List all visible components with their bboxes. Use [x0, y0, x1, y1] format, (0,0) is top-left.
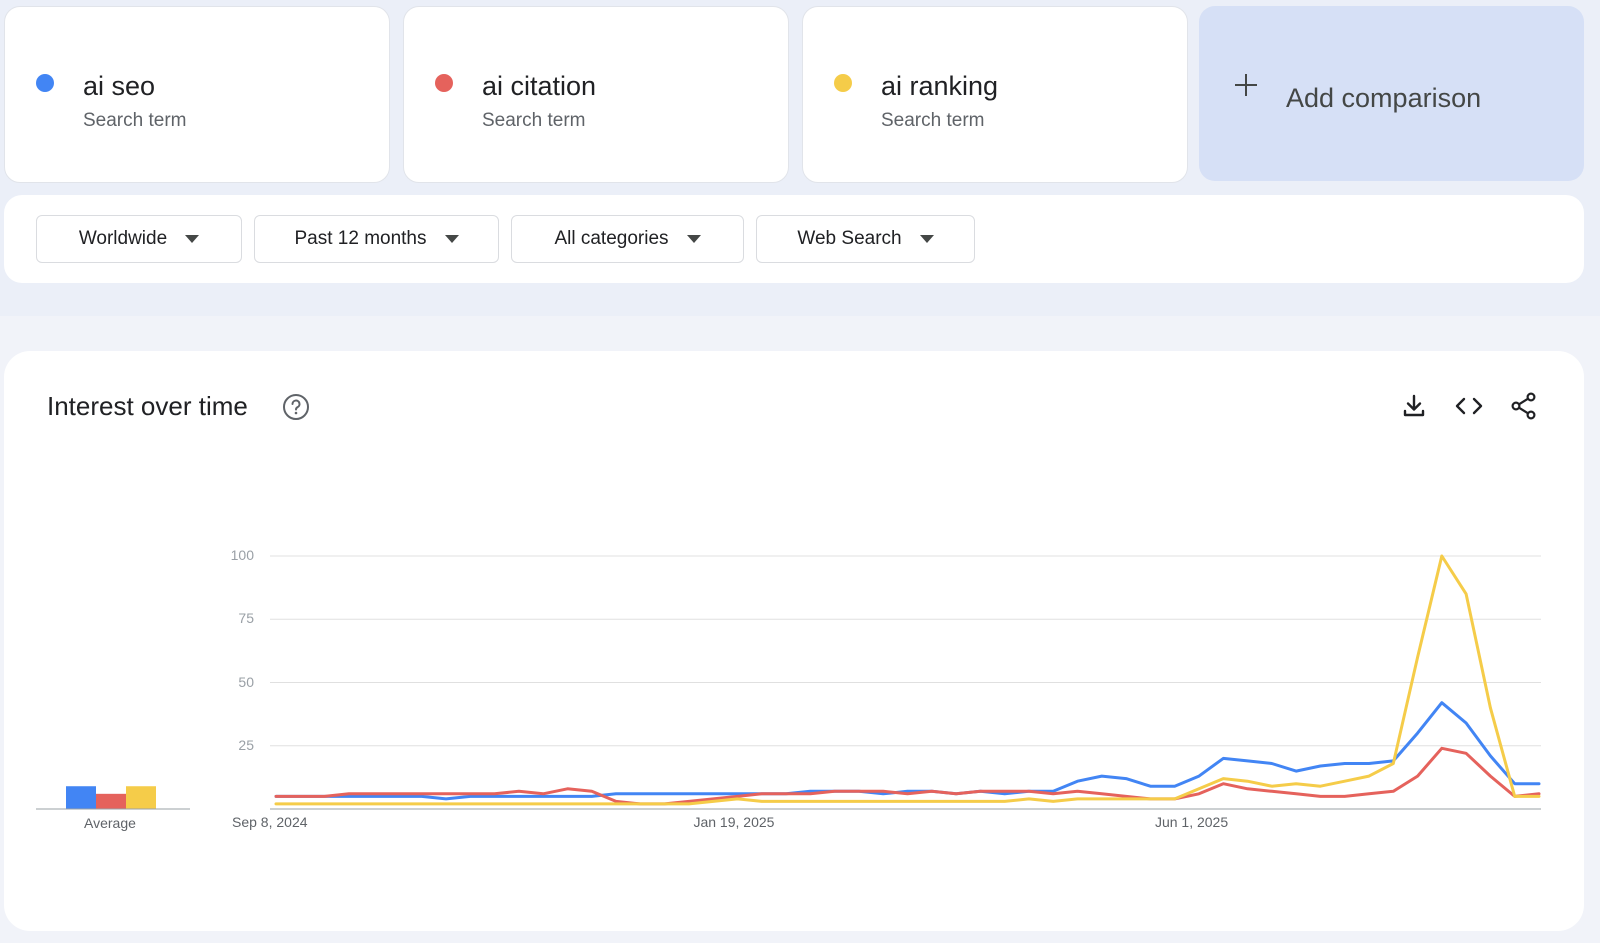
interest-chart	[36, 554, 1541, 810]
y-tick-label: 75	[238, 610, 254, 627]
plus-icon	[1235, 74, 1257, 96]
interest-over-time-card: Interest over time Average 25 50 75 100 Sep …	[4, 351, 1584, 931]
average-bar	[96, 793, 126, 809]
term-name: ai seo	[83, 71, 156, 101]
term-color-dot	[36, 74, 54, 92]
term-subtitle: Search term	[881, 110, 985, 131]
average-label: Average	[84, 815, 136, 831]
term-card-ai-seo[interactable]: ai seo Search term	[4, 6, 390, 183]
series-line-ai-citation	[274, 746, 1541, 806]
search-type-value: Web Search	[797, 228, 902, 249]
help-icon[interactable]	[282, 393, 310, 421]
section-title: Interest over time	[47, 391, 248, 421]
y-tick-label: 50	[238, 673, 254, 690]
caret-down-icon	[686, 235, 701, 243]
region-dropdown[interactable]: Worldwide	[36, 215, 242, 263]
x-tick-label: Jun 1, 2025	[1154, 814, 1229, 830]
download-icon[interactable]	[1397, 389, 1431, 423]
period-dropdown[interactable]: Past 12 months	[254, 215, 499, 263]
category-value: All categories	[554, 228, 669, 249]
caret-down-icon	[444, 235, 459, 243]
filter-bar: Worldwide Past 12 months All categories …	[4, 195, 1584, 283]
y-tick-label: 100	[230, 547, 254, 563]
x-tick-label: Jan 19, 2025	[693, 814, 775, 830]
add-comparison-label: Add comparison	[1286, 83, 1482, 113]
term-name: ai ranking	[881, 71, 999, 101]
term-color-dot	[435, 74, 453, 92]
add-comparison-button[interactable]: Add comparison	[1199, 6, 1584, 181]
series-line-ai-seo	[274, 701, 1541, 801]
period-value: Past 12 months	[294, 228, 427, 249]
term-card-ai-citation[interactable]: ai citation Search term	[403, 6, 789, 183]
average-bar	[126, 786, 156, 809]
caret-down-icon	[919, 235, 934, 243]
average-bar	[66, 786, 96, 809]
term-name: ai citation	[482, 71, 597, 101]
term-card-ai-ranking[interactable]: ai ranking Search term	[802, 6, 1188, 183]
term-subtitle: Search term	[83, 110, 187, 131]
share-icon[interactable]	[1507, 389, 1541, 423]
region-value: Worldwide	[78, 228, 168, 249]
caret-down-icon	[185, 235, 200, 243]
search-type-dropdown[interactable]: Web Search	[756, 215, 975, 263]
term-subtitle: Search term	[482, 110, 586, 131]
series-line-ai-ranking	[274, 554, 1541, 806]
term-color-dot	[834, 74, 852, 92]
category-dropdown[interactable]: All categories	[511, 215, 744, 263]
embed-icon[interactable]	[1452, 389, 1486, 423]
y-tick-label: 25	[238, 736, 254, 753]
x-tick-label: Sep 8, 2024	[232, 814, 308, 830]
